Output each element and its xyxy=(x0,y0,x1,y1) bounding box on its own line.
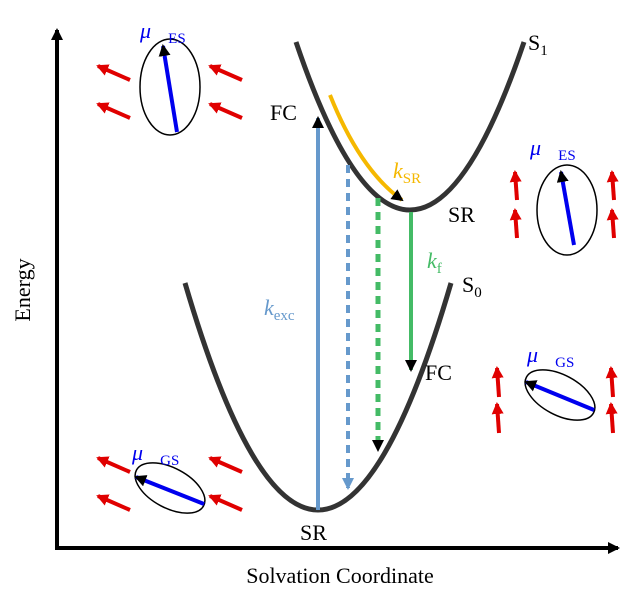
dipole-label: μ⃗GS xyxy=(131,440,179,469)
dipole-arrow xyxy=(524,380,595,412)
rate-symbol: k xyxy=(393,158,404,183)
solvent-arrow xyxy=(96,494,131,512)
point-label: SR xyxy=(300,520,327,545)
solvent-arrow xyxy=(208,456,243,474)
solvent-arrow xyxy=(605,402,618,434)
dipole-symbol: μ⃗ xyxy=(131,440,160,465)
curve-subscript: 0 xyxy=(474,285,482,301)
dipole-symbol: μ⃗ xyxy=(139,18,168,43)
solvent-arrow xyxy=(96,102,131,120)
s1-label: S1 xyxy=(528,30,548,59)
dipole-group: μ⃗ES xyxy=(96,18,243,136)
dipole-subscript: GS xyxy=(160,453,179,469)
point-label: FC xyxy=(425,360,452,385)
rate-subscript: exc xyxy=(274,308,295,324)
rate-subscript: f xyxy=(437,261,442,277)
dipole-arrow xyxy=(158,44,179,133)
dipole-label: μ⃗ES xyxy=(529,135,576,164)
solute-ellipse xyxy=(134,462,206,514)
dipole-subscript: ES xyxy=(558,148,576,164)
dipole-arrow xyxy=(556,170,576,246)
solute-ellipse xyxy=(536,164,598,256)
solvent-arrow xyxy=(491,402,504,434)
solvent-arrow xyxy=(96,456,131,474)
solvent-arrow xyxy=(208,102,243,120)
rate-symbol: k xyxy=(264,295,275,320)
dipole-group: μ⃗GS xyxy=(96,440,243,514)
rate-label: kexc xyxy=(264,295,295,324)
rate-symbol: k xyxy=(427,248,438,273)
curve-subscript: 1 xyxy=(540,43,548,59)
rate-subscript: SR xyxy=(403,171,421,187)
dipole-symbol: μ⃗ xyxy=(529,135,558,160)
solute-ellipse xyxy=(139,38,201,136)
curve-symbol: S xyxy=(528,30,540,55)
solvent-arrow xyxy=(605,366,618,398)
s0-label: S0 xyxy=(462,272,482,301)
dipole-arrow xyxy=(134,475,205,506)
relaxation-arrow xyxy=(328,94,404,202)
dipole-label: μ⃗ES xyxy=(139,18,186,47)
rate-label: kf xyxy=(427,248,442,277)
point-label: FC xyxy=(270,100,297,125)
solute-ellipse xyxy=(524,369,596,421)
curve-symbol: S xyxy=(462,272,474,297)
dipole-group: μ⃗ES xyxy=(509,135,619,256)
dipole-subscript: ES xyxy=(168,31,186,47)
s1-curve xyxy=(293,41,527,213)
solvent-arrow xyxy=(208,494,243,512)
solvent-arrow xyxy=(509,208,522,239)
dipole-symbol: μ⃗ xyxy=(526,342,555,367)
solvent-arrow xyxy=(606,208,619,239)
solvent-arrow xyxy=(96,64,131,82)
solvent-arrow xyxy=(606,170,619,201)
solvent-arrow xyxy=(509,170,522,201)
solvent-arrow xyxy=(491,366,504,398)
dipole-subscript: GS xyxy=(555,355,574,371)
y-axis-label: Energy xyxy=(10,258,35,321)
rate-label: kSR xyxy=(393,158,421,187)
dipole-label: μ⃗GS xyxy=(526,342,574,371)
x-axis-label: Solvation Coordinate xyxy=(246,563,434,588)
solvent-arrow xyxy=(208,64,243,82)
dipole-group: μ⃗GS xyxy=(491,342,618,434)
point-label: SR xyxy=(448,202,475,227)
